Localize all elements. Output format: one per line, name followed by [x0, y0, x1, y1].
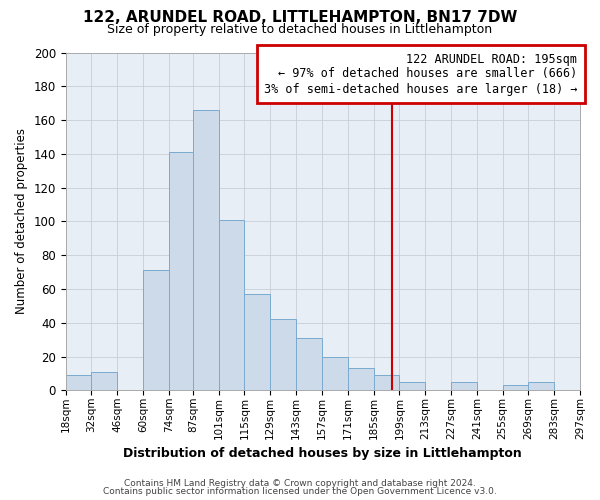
Text: 122 ARUNDEL ROAD: 195sqm
← 97% of detached houses are smaller (666)
3% of semi-d: 122 ARUNDEL ROAD: 195sqm ← 97% of detach…: [264, 52, 577, 96]
Bar: [91, 372, 117, 390]
Bar: [270, 320, 296, 390]
Bar: [503, 385, 529, 390]
Bar: [143, 270, 169, 390]
Bar: [529, 382, 554, 390]
Bar: [400, 382, 425, 390]
X-axis label: Distribution of detached houses by size in Littlehampton: Distribution of detached houses by size …: [124, 447, 522, 460]
Bar: [244, 294, 270, 390]
Bar: [218, 220, 244, 390]
Bar: [65, 375, 91, 390]
Bar: [451, 382, 477, 390]
Text: 122, ARUNDEL ROAD, LITTLEHAMPTON, BN17 7DW: 122, ARUNDEL ROAD, LITTLEHAMPTON, BN17 7…: [83, 10, 517, 25]
Text: Contains HM Land Registry data © Crown copyright and database right 2024.: Contains HM Land Registry data © Crown c…: [124, 478, 476, 488]
Text: Contains public sector information licensed under the Open Government Licence v3: Contains public sector information licen…: [103, 487, 497, 496]
Text: Size of property relative to detached houses in Littlehampton: Size of property relative to detached ho…: [107, 22, 493, 36]
Bar: [322, 356, 348, 390]
Bar: [296, 338, 322, 390]
Bar: [193, 110, 218, 390]
Bar: [348, 368, 374, 390]
Bar: [374, 375, 400, 390]
Y-axis label: Number of detached properties: Number of detached properties: [15, 128, 28, 314]
Bar: [169, 152, 193, 390]
